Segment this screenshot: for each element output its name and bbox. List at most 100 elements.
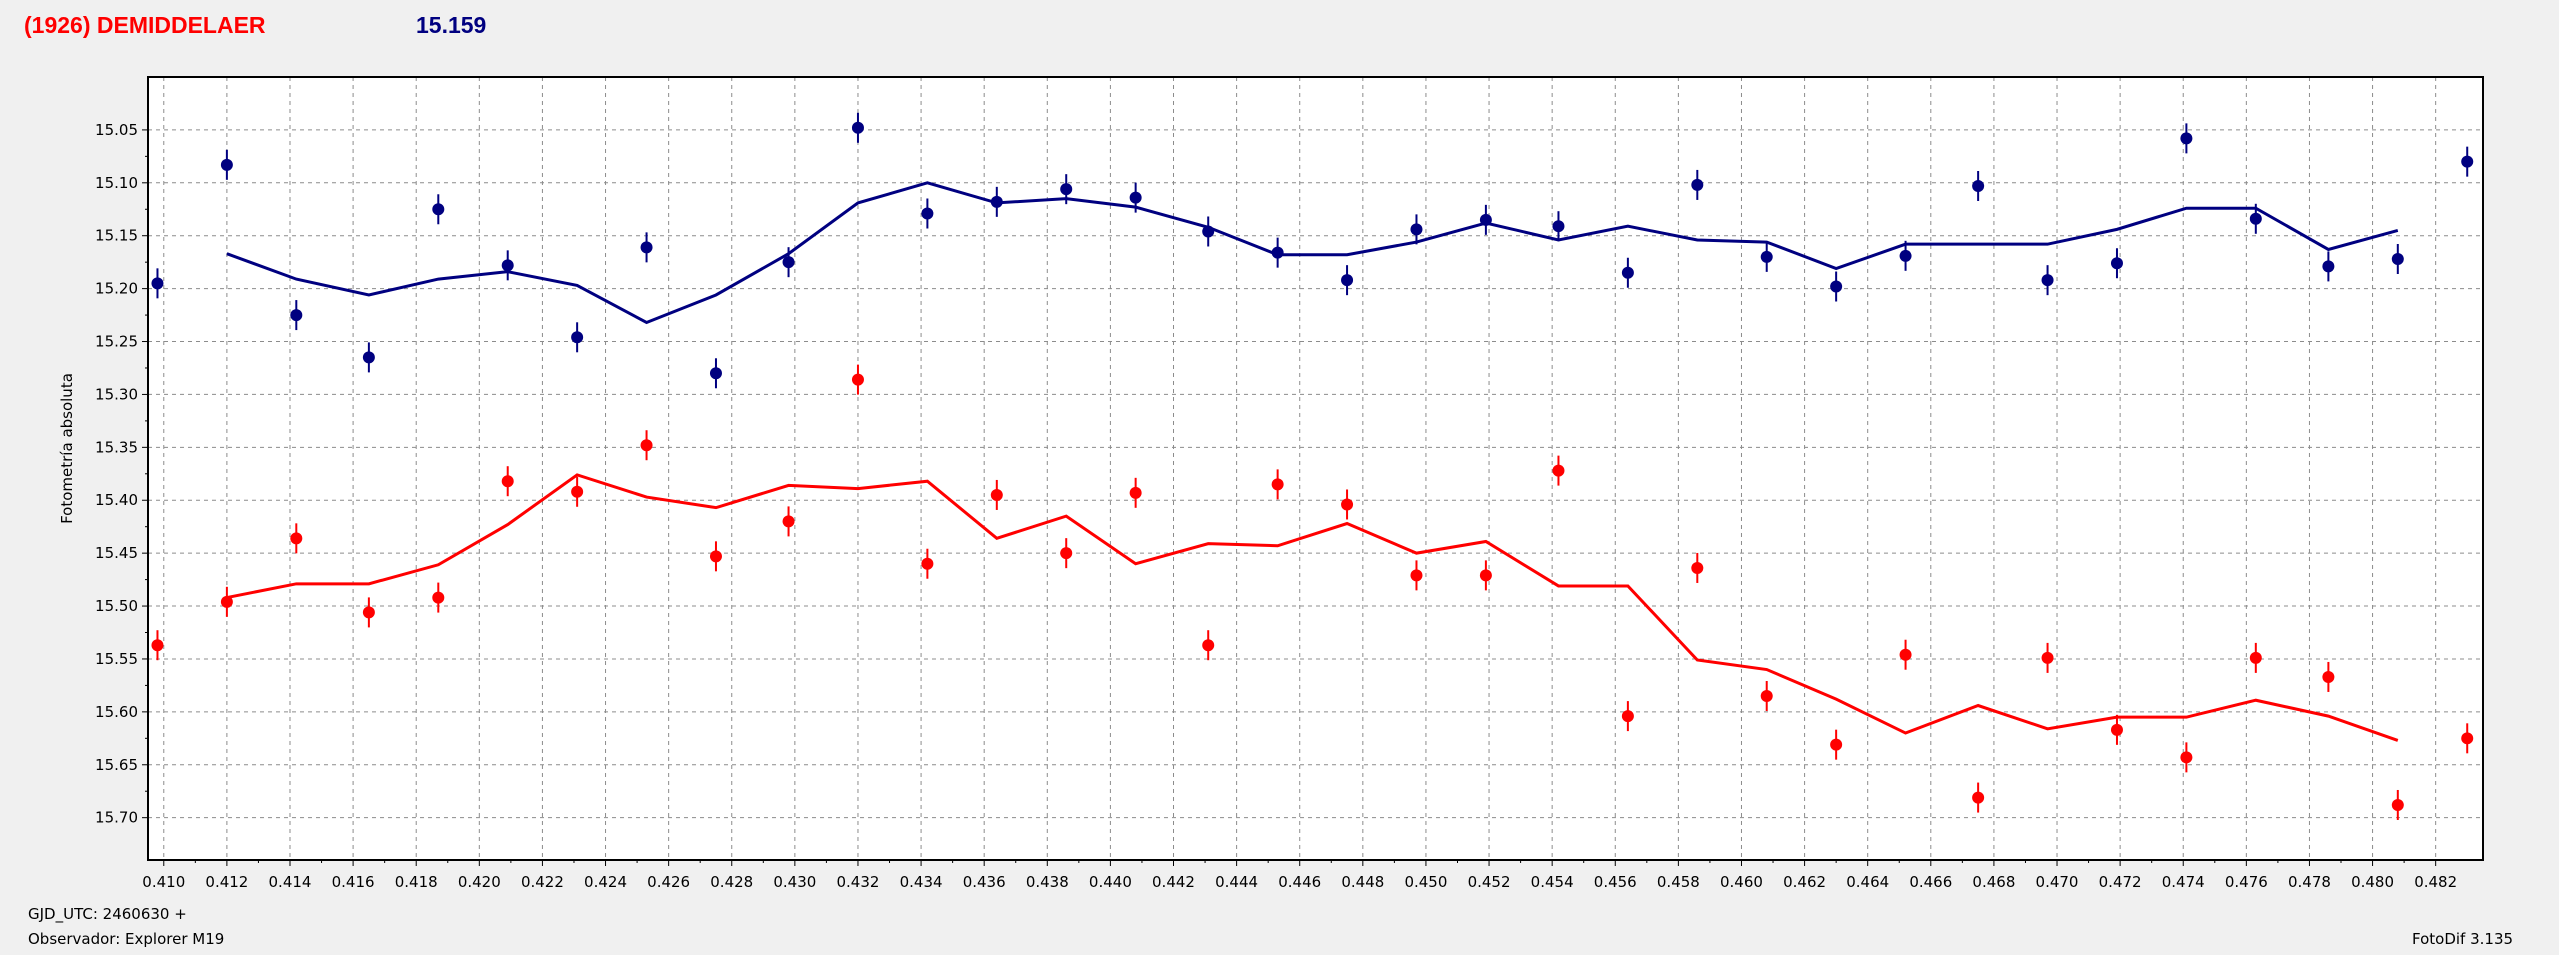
series-0-point bbox=[990, 195, 1003, 208]
series-0-point bbox=[1552, 220, 1565, 233]
series-0-point bbox=[2041, 274, 2054, 287]
y-tick-label: 15.60 bbox=[95, 703, 138, 721]
x-tick-label: 0.448 bbox=[1341, 873, 1384, 891]
series-1-point bbox=[1202, 639, 1215, 652]
magnitude-value: 15.159 bbox=[416, 12, 487, 38]
y-tick-label: 15.40 bbox=[95, 491, 138, 509]
observer-label: Observador: Explorer M19 bbox=[28, 930, 225, 948]
series-0-point bbox=[2391, 252, 2404, 265]
series-0-point bbox=[1830, 280, 1843, 293]
x-tick-label: 0.478 bbox=[2288, 873, 2331, 891]
x-tick-label: 0.424 bbox=[584, 873, 627, 891]
series-1-point bbox=[571, 485, 584, 498]
series-0-point bbox=[2180, 132, 2193, 145]
series-1-line bbox=[226, 473, 2399, 742]
y-tick-label: 15.20 bbox=[95, 280, 138, 298]
y-tick-label: 15.65 bbox=[95, 756, 138, 774]
series-1-point bbox=[1341, 498, 1354, 511]
series-0-point bbox=[2322, 260, 2335, 273]
y-tick-label: 15.55 bbox=[95, 650, 138, 668]
series-1-point bbox=[851, 373, 864, 386]
series-1-point bbox=[1552, 464, 1565, 477]
series-1-point bbox=[2110, 723, 2123, 736]
x-tick-label: 0.440 bbox=[1089, 873, 1132, 891]
series-0-point bbox=[151, 277, 164, 290]
x-tick-label: 0.466 bbox=[1909, 873, 1952, 891]
series-0-point bbox=[220, 158, 233, 171]
x-tick-label: 0.450 bbox=[1404, 873, 1447, 891]
y-tick-label: 15.70 bbox=[95, 809, 138, 827]
x-tick-label: 0.476 bbox=[2225, 873, 2268, 891]
series-0-point bbox=[1691, 178, 1704, 191]
x-tick-label: 0.446 bbox=[1278, 873, 1321, 891]
series-0-point bbox=[1060, 183, 1073, 196]
series-0-point bbox=[2461, 155, 2474, 168]
x-tick-label: 0.416 bbox=[332, 873, 375, 891]
object-title: (1926) DEMIDDELAER bbox=[24, 12, 266, 38]
x-tick-label: 0.472 bbox=[2099, 873, 2142, 891]
y-tick-label: 15.50 bbox=[95, 597, 138, 615]
x-tick-label: 0.458 bbox=[1657, 873, 1700, 891]
plot-frame bbox=[147, 76, 2484, 861]
series-0-point bbox=[782, 256, 795, 269]
series-1-point bbox=[1972, 791, 1985, 804]
y-axis-label: Fotometría absoluta bbox=[58, 373, 76, 524]
series-0-point bbox=[1341, 274, 1354, 287]
series-1-point bbox=[709, 550, 722, 563]
series-0-point bbox=[1271, 246, 1284, 259]
series-1-point bbox=[2041, 651, 2054, 664]
x-tick-label: 0.480 bbox=[2351, 873, 2394, 891]
series-0-point bbox=[571, 331, 584, 344]
x-tick-label: 0.470 bbox=[2036, 873, 2079, 891]
y-tick-label: 15.10 bbox=[95, 174, 138, 192]
series-1-point bbox=[1479, 569, 1492, 582]
x-tick-label: 0.438 bbox=[1026, 873, 1069, 891]
x-tick-label: 0.436 bbox=[963, 873, 1006, 891]
series-0-point bbox=[921, 207, 934, 220]
x-tick-label: 0.420 bbox=[458, 873, 501, 891]
series-0-point bbox=[290, 309, 303, 322]
y-tick-label: 15.35 bbox=[95, 438, 138, 456]
series-0-point bbox=[1410, 223, 1423, 236]
series-1-point bbox=[921, 557, 934, 570]
y-tick-label: 15.25 bbox=[95, 333, 138, 351]
series-1-point bbox=[782, 515, 795, 528]
series-1-point bbox=[1691, 561, 1704, 574]
x-tick-label: 0.482 bbox=[2414, 873, 2457, 891]
version-label: FotoDif 3.135 bbox=[2412, 930, 2514, 948]
series-0-point bbox=[1129, 191, 1142, 204]
series-0-point bbox=[362, 351, 375, 364]
series-1-point bbox=[1271, 478, 1284, 491]
x-tick-label: 0.422 bbox=[521, 873, 564, 891]
series-0-point bbox=[851, 121, 864, 134]
series-0-point bbox=[640, 241, 653, 254]
series-0-point bbox=[1972, 179, 1985, 192]
series-1-point bbox=[1760, 689, 1773, 702]
x-tick-label: 0.434 bbox=[900, 873, 943, 891]
series-0-point bbox=[1899, 249, 1912, 262]
series-0-point bbox=[709, 367, 722, 380]
x-tick-label: 0.442 bbox=[1152, 873, 1195, 891]
x-tick-label: 0.468 bbox=[1972, 873, 2015, 891]
x-tick-label: 0.452 bbox=[1468, 873, 1511, 891]
series-0-point bbox=[1621, 266, 1634, 279]
y-tick-label: 15.45 bbox=[95, 544, 138, 562]
x-tick-label: 0.430 bbox=[773, 873, 816, 891]
x-tick-label: 0.444 bbox=[1215, 873, 1258, 891]
series-0-point bbox=[1202, 225, 1215, 238]
plot-area bbox=[148, 77, 2483, 860]
x-tick-label: 0.412 bbox=[205, 873, 248, 891]
series-0-point bbox=[1760, 250, 1773, 263]
x-tick-label: 0.474 bbox=[2162, 873, 2205, 891]
x-tick-label: 0.410 bbox=[142, 873, 185, 891]
x-tick-label: 0.460 bbox=[1720, 873, 1763, 891]
series-1-point bbox=[2391, 798, 2404, 811]
series-0-point bbox=[2110, 257, 2123, 270]
series-1-point bbox=[990, 488, 1003, 501]
series-1-point bbox=[1621, 710, 1634, 723]
y-tick-label: 15.15 bbox=[95, 227, 138, 245]
series-0-point bbox=[432, 203, 445, 216]
series-1-point bbox=[432, 591, 445, 604]
gjd-label: GJD_UTC: 2460630 + bbox=[28, 905, 187, 923]
